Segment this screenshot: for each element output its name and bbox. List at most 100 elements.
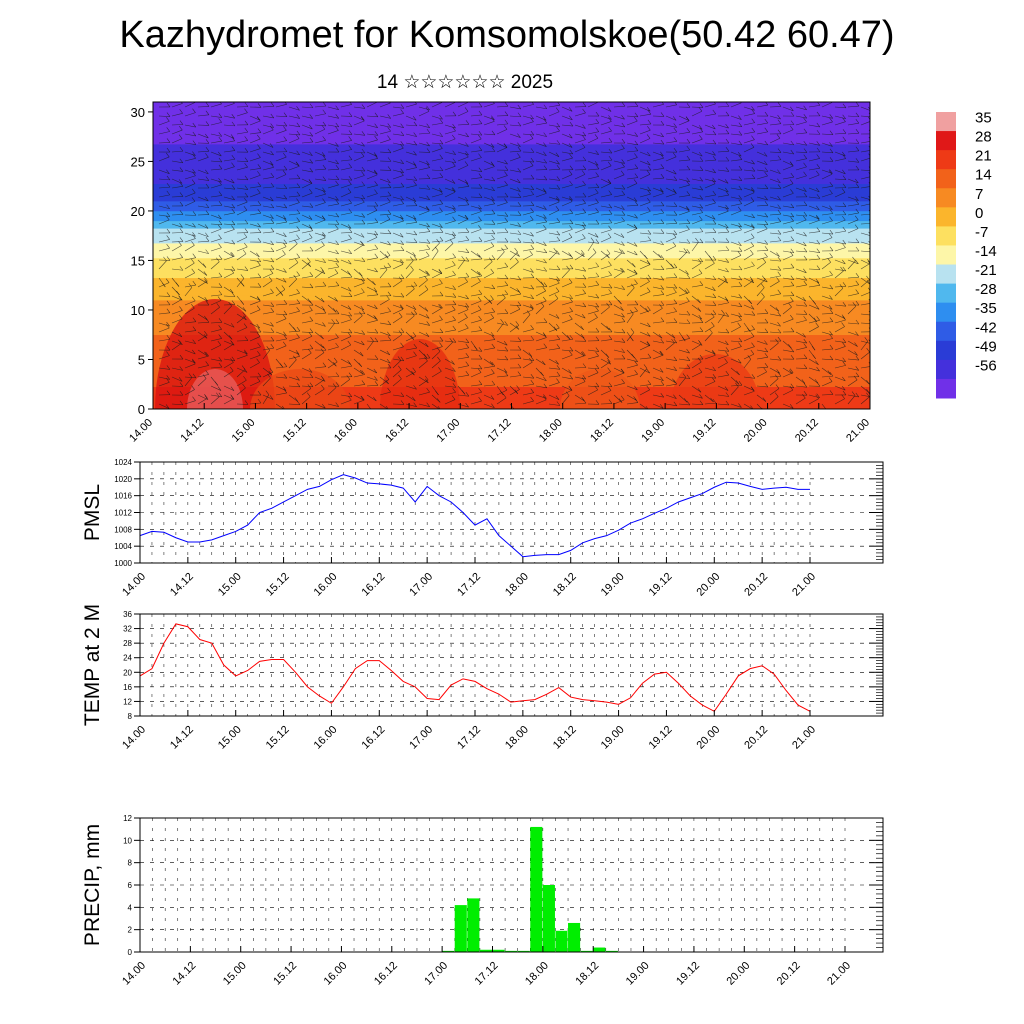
wind-barb xyxy=(210,294,222,297)
wind-barb-flag xyxy=(582,398,587,404)
wind-barb xyxy=(470,205,482,210)
wind-barb-flag xyxy=(750,332,755,337)
wind-barb xyxy=(353,175,365,180)
wind-barb-flag xyxy=(504,212,509,217)
wind-barb xyxy=(704,367,716,372)
wind-barb-flag xyxy=(478,380,483,385)
wind-barb xyxy=(483,232,495,235)
wind-barb-flag xyxy=(269,395,274,400)
wind-barb-flag xyxy=(686,374,691,379)
wind-barb-flag xyxy=(751,311,756,316)
wind-barb xyxy=(314,352,325,360)
wind-barb-flag xyxy=(465,200,470,206)
wind-barb xyxy=(834,106,846,109)
wind-barb xyxy=(366,133,378,136)
wind-barb xyxy=(184,112,196,117)
wind-barb xyxy=(223,140,235,144)
wind-barb xyxy=(756,196,768,201)
wind-barb xyxy=(405,385,417,390)
wind-barb-flag xyxy=(465,402,469,408)
y-tick-label: 1000 xyxy=(114,559,132,568)
wind-barb-flag xyxy=(374,376,378,381)
wind-barb-flag xyxy=(478,216,482,221)
wind-barb-flag xyxy=(296,226,300,231)
wind-barb xyxy=(288,138,300,144)
wind-barb xyxy=(808,304,820,310)
wind-barb-flag xyxy=(218,113,223,118)
wind-barb xyxy=(743,160,755,165)
wind-barb xyxy=(665,394,677,399)
wind-barb xyxy=(483,317,494,324)
wind-barb-flag xyxy=(803,113,808,119)
wind-barb xyxy=(769,232,781,235)
wind-barb xyxy=(743,139,755,144)
wind-barb-flag xyxy=(711,259,715,264)
wind-barb xyxy=(431,403,440,409)
wind-barb-flag xyxy=(166,127,170,132)
wind-barb xyxy=(197,223,209,229)
wind-barb-flag xyxy=(582,374,587,380)
wind-barb-flag xyxy=(335,262,340,268)
wind-barb-flag xyxy=(815,305,820,310)
wind-barb xyxy=(795,158,807,162)
wind-barb xyxy=(691,284,703,288)
wind-barb xyxy=(444,341,453,351)
wind-barb xyxy=(236,166,248,171)
wind-barb-flag xyxy=(789,125,794,130)
wind-barb-flag xyxy=(491,307,496,313)
wind-barb-flag xyxy=(725,267,729,273)
wind-barb xyxy=(418,111,430,117)
wind-barb-flag xyxy=(751,109,755,114)
wind-barb xyxy=(327,196,339,201)
wind-barb xyxy=(821,115,833,119)
temperature-band xyxy=(153,356,870,360)
wind-barb-flag xyxy=(452,325,457,331)
wind-barb-flag xyxy=(217,386,222,391)
wind-barb-flag xyxy=(725,204,729,210)
wind-barb xyxy=(821,151,833,154)
wind-barb xyxy=(626,177,638,180)
wind-barb-flag xyxy=(647,151,651,157)
wind-barb-flag xyxy=(775,384,780,389)
wind-barb xyxy=(730,159,742,162)
wind-barb xyxy=(223,166,235,171)
wind-barb-flag xyxy=(359,351,364,357)
wind-barb xyxy=(431,102,443,108)
wind-barb xyxy=(236,313,247,321)
wind-barb xyxy=(704,394,714,403)
wind-barb-flag xyxy=(374,381,379,386)
wind-barb-flag xyxy=(230,323,235,328)
wind-barb-flag xyxy=(504,119,509,125)
wind-barb xyxy=(327,403,339,407)
wind-barb-flag xyxy=(672,241,677,247)
wind-barb xyxy=(678,223,690,225)
wind-barb xyxy=(327,184,339,189)
wind-barb-flag xyxy=(231,356,236,361)
wind-barb-flag xyxy=(309,373,314,378)
wind-barb xyxy=(704,286,716,291)
wind-barb-flag xyxy=(270,336,275,342)
wind-barb-flag xyxy=(569,115,573,121)
wind-barb xyxy=(678,286,688,294)
wind-barb xyxy=(288,243,298,252)
temperature-band xyxy=(153,146,870,150)
wind-barb-flag xyxy=(660,189,664,194)
wind-barb xyxy=(509,115,521,118)
wind-barb-flag xyxy=(790,111,795,117)
wind-barb-flag xyxy=(360,233,365,238)
wind-barb xyxy=(769,322,781,327)
wind-barb xyxy=(743,253,754,261)
wind-barb-flag xyxy=(775,307,780,312)
wind-barb xyxy=(535,214,547,219)
warm-blob xyxy=(380,339,460,409)
wind-barb-flag xyxy=(569,153,573,159)
wind-barb-flag xyxy=(712,124,716,130)
wind-barb-flag xyxy=(335,220,340,225)
wind-barb-flag xyxy=(478,271,483,277)
x-tick-label: 19.12 xyxy=(691,417,719,445)
wind-barb xyxy=(574,223,586,227)
wind-barb xyxy=(197,355,209,360)
wind-barb-flag xyxy=(270,182,275,188)
temperature-band xyxy=(153,262,870,266)
wind-barb-flag xyxy=(660,120,665,126)
